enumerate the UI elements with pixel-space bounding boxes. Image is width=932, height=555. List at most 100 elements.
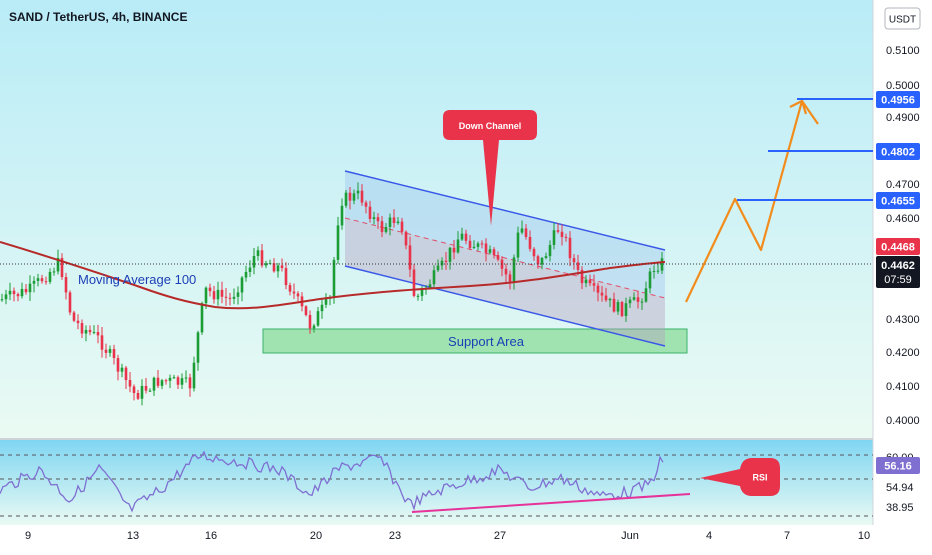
candle-body: [108, 349, 112, 353]
candle-body: [548, 244, 552, 257]
y-tick: 0.4100: [886, 381, 920, 393]
candle-body: [24, 288, 28, 293]
candle-body: [4, 294, 8, 300]
candle-body: [400, 221, 404, 232]
candle-body: [304, 306, 308, 316]
candle-body: [444, 260, 448, 262]
candle-body: [388, 217, 392, 228]
candle-body: [128, 380, 132, 387]
y-tick: 0.4700: [886, 179, 920, 191]
x-tick: 13: [127, 530, 139, 542]
candle-body: [576, 262, 580, 270]
candle-body: [648, 271, 652, 289]
candle-body: [524, 228, 528, 237]
support-area-label: Support Area: [448, 334, 525, 349]
candle-body: [264, 263, 268, 266]
price-label-value: 0.4802: [881, 147, 915, 159]
candle-body: [580, 269, 584, 284]
candle-body: [244, 271, 248, 278]
candle-body: [332, 259, 336, 298]
candle-body: [272, 263, 276, 272]
x-tick: 20: [310, 530, 322, 542]
y-tick: 0.4000: [886, 415, 920, 427]
candle-body: [528, 236, 532, 249]
candle-body: [504, 268, 508, 275]
candle-body: [352, 193, 356, 201]
candle-body: [508, 274, 512, 283]
candle-body: [276, 265, 280, 272]
candle-body: [596, 285, 600, 293]
candle-body: [360, 190, 364, 203]
rsi-callout: [700, 458, 780, 496]
candle-body: [476, 243, 480, 247]
candle-body: [392, 217, 396, 224]
candle-body: [628, 299, 632, 304]
candle-body: [308, 315, 312, 329]
candle-body: [316, 311, 320, 326]
x-tick: Jun: [621, 530, 639, 542]
candle-body: [56, 257, 60, 272]
price-label-value: 0.4462: [881, 260, 915, 272]
candle-body: [644, 288, 648, 302]
candle-body: [132, 386, 136, 393]
candle-body: [100, 335, 104, 350]
price-label-high: 0.4468: [876, 238, 920, 255]
candle-body: [284, 268, 288, 286]
candle-body: [8, 290, 12, 295]
down-channel-lower-fill: [345, 218, 665, 346]
candle-body: [60, 257, 64, 278]
candle-body: [188, 377, 192, 389]
moving-average-line: [0, 241, 666, 310]
x-tick: 27: [494, 530, 506, 542]
candle-body: [48, 271, 52, 282]
candle-body: [420, 288, 424, 296]
candle-body: [632, 297, 636, 300]
candle-body: [496, 255, 500, 260]
candle-body: [72, 312, 76, 321]
candle-body: [472, 246, 476, 248]
candle-body: [660, 258, 664, 271]
projection-arrowhead: [789, 99, 808, 115]
candle-body: [12, 290, 16, 295]
candle-body: [68, 292, 72, 313]
candle-body: [296, 293, 300, 297]
candle-body: [568, 237, 572, 259]
candle-body: [656, 270, 660, 272]
candle-body: [376, 217, 380, 222]
candle-body: [288, 285, 292, 292]
x-tick: 23: [389, 530, 401, 542]
currency-label: USDT: [889, 15, 916, 26]
candle-body: [152, 377, 156, 391]
candle-body: [480, 243, 484, 245]
candle-body: [364, 202, 368, 207]
candle-body: [488, 249, 492, 253]
price-label-last: 0.4462 07:59: [876, 256, 920, 288]
candle-body: [84, 329, 88, 334]
candle-body: [640, 301, 644, 303]
candle-body: [368, 206, 372, 219]
candle-body: [124, 367, 128, 381]
candle-body: [148, 390, 152, 392]
candle-body: [600, 292, 604, 296]
currency-button[interactable]: USDT: [884, 7, 921, 30]
rsi-callout-label: RSI: [752, 473, 767, 483]
down-channel-lower-line: [344, 265, 666, 347]
down-channel-callout: [443, 110, 537, 226]
candle-body: [240, 277, 244, 293]
candle-body: [616, 302, 620, 312]
candle-body: [452, 247, 456, 253]
candle-body: [248, 267, 252, 272]
candle-body: [516, 232, 520, 258]
candle-body: [252, 256, 256, 268]
candle-body: [336, 225, 340, 260]
candle-body: [228, 297, 232, 299]
candle-body: [32, 280, 36, 284]
moving-average-label: Moving Average 100: [78, 272, 196, 287]
candle-body: [236, 292, 240, 297]
support-area-zone: [262, 328, 688, 354]
candle-body: [92, 332, 96, 334]
price-label-0.4655: 0.4655: [876, 192, 920, 209]
candle-body: [572, 258, 576, 263]
